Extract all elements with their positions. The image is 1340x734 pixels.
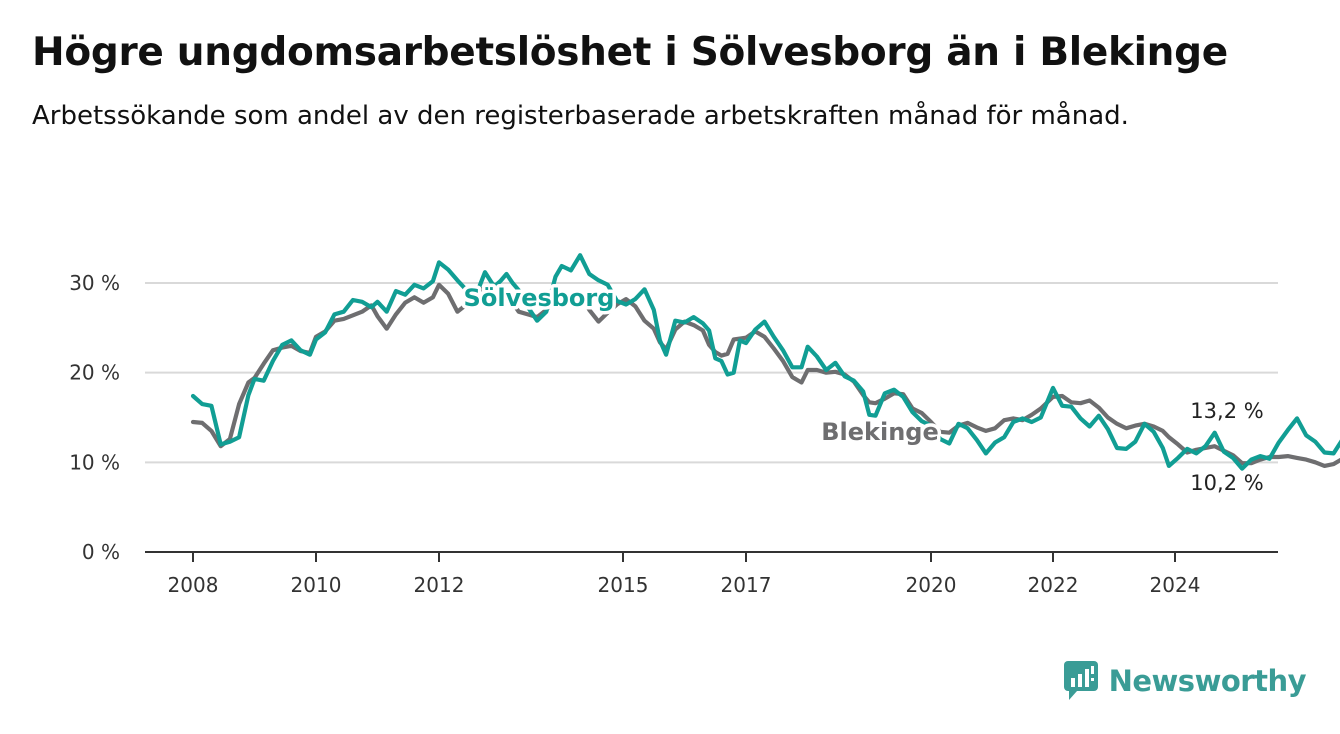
end-value-solvesborg: 13,2 % [1190,399,1263,423]
gridlines [145,282,1278,464]
y-tick-label: 0 % [82,540,120,564]
x-tick-label: 2015 [598,573,649,597]
y-tick-label: 20 % [69,361,120,385]
y-tick-label: 30 % [69,271,120,295]
series-line-solvesborg [190,253,1340,471]
x-axis: 2008 2010 2012 2015 2017 2020 2022 2024 [145,551,1278,597]
series-label-solvesborg: Sölvesborg [464,284,615,312]
x-tick-label: 2017 [721,573,772,597]
series-label-blekinge: Blekinge [821,418,939,446]
x-tick-label: 2022 [1028,573,1079,597]
newsworthy-logo-icon [1063,661,1098,700]
chart-subtitle: Arbetssökande som andel av den registerb… [32,101,1129,131]
series-line-blekinge [190,282,1340,468]
x-tick-label: 2010 [291,573,342,597]
newsworthy-logo: Newsworthy [1063,660,1307,702]
x-tick-label: 2012 [414,573,465,597]
y-axis: 0 % 10 % 20 % 30 % [69,271,120,564]
line-chart: 2008 2010 2012 2015 2017 2020 2022 2024 0 % 10 %… [69,253,1340,597]
x-tick-label: 2008 [168,573,219,597]
brand-name: Newsworthy [1108,664,1307,698]
x-tick-label: 2020 [906,573,957,597]
end-value-blekinge: 10,2 % [1190,471,1263,495]
series-lines [190,253,1340,471]
chart-title: Högre ungdomsarbetslöshet i Sölvesborg ä… [32,30,1228,75]
labels: Sölvesborg Blekinge 13,2 % 10,2 % [460,281,1264,496]
x-tick-label: 2024 [1150,573,1201,597]
y-tick-label: 10 % [69,450,120,474]
